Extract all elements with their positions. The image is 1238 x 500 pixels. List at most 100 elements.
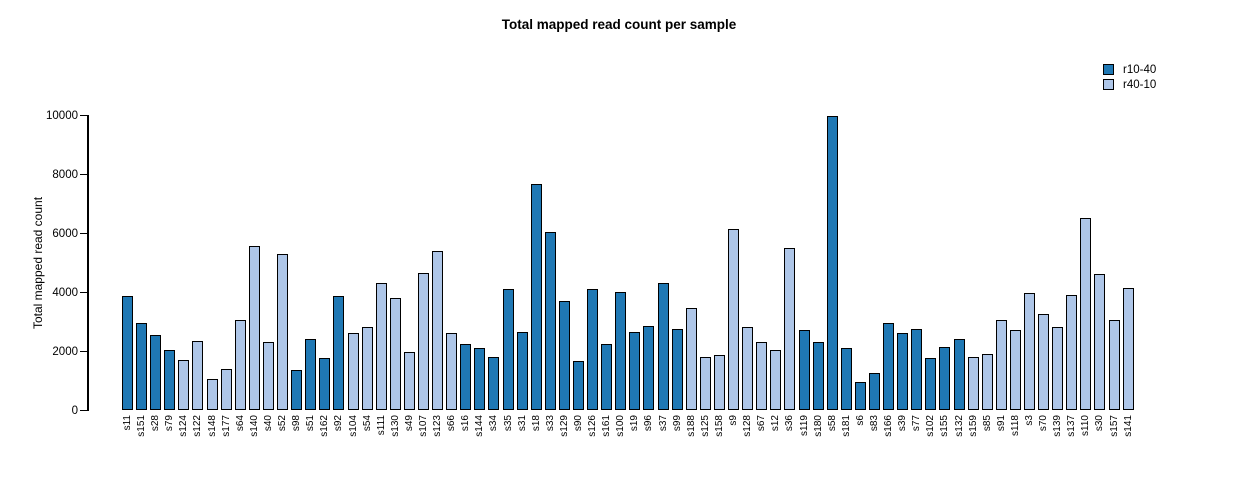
x-tick-label: s102 xyxy=(925,415,937,437)
x-tick-label: s104 xyxy=(347,415,359,437)
legend-label-r40-10: r40-10 xyxy=(1123,78,1157,91)
x-tick-cell: s31 xyxy=(517,415,528,475)
x-tick-cell: s104 xyxy=(348,415,359,475)
x-tick-cell: s155 xyxy=(939,415,950,475)
x-tick-cell: s9 xyxy=(728,415,739,475)
bar-s40 xyxy=(262,342,274,410)
x-tick-label: s151 xyxy=(136,415,148,437)
x-tick-label: s37 xyxy=(657,415,669,432)
bar-s39 xyxy=(897,333,909,410)
x-tick-cell: s28 xyxy=(150,415,161,475)
x-tick-cell: s162 xyxy=(319,415,330,475)
x-tick-cell: s54 xyxy=(362,415,373,475)
x-tick-label: s188 xyxy=(685,415,697,437)
y-tick-label: 6000 xyxy=(52,227,78,240)
x-tick-label: s166 xyxy=(883,415,895,437)
x-tick-label: s91 xyxy=(995,415,1007,432)
x-tick-label: s3 xyxy=(1024,415,1035,426)
x-tick-label: s6 xyxy=(854,415,866,426)
x-tick-label: s158 xyxy=(713,415,725,437)
x-tick-label: s123 xyxy=(432,415,444,437)
x-tick-label: s11 xyxy=(122,415,133,431)
legend-item-r40-10: r40-10 xyxy=(1103,77,1156,92)
bar-s157 xyxy=(1108,320,1120,410)
x-tick-cell: s77 xyxy=(911,415,922,475)
y-axis-line xyxy=(87,115,89,411)
x-tick-cell: s107 xyxy=(418,415,429,475)
x-tick-label: s118 xyxy=(1009,415,1021,436)
x-tick-cell: s58 xyxy=(827,415,838,475)
bar-s16 xyxy=(460,344,472,410)
bar-s158 xyxy=(713,355,725,410)
y-tick-mark xyxy=(80,173,88,176)
bar-s30 xyxy=(1094,274,1106,410)
x-tick-cell: s99 xyxy=(672,415,683,475)
x-tick-label: s100 xyxy=(615,415,627,437)
x-tick-cell: s49 xyxy=(404,415,415,475)
x-tick-cell: s33 xyxy=(545,415,556,475)
x-tick-label: s98 xyxy=(291,415,303,432)
bar-s159 xyxy=(967,357,979,410)
y-tick-label: 10000 xyxy=(46,109,78,122)
x-tick-cell: s148 xyxy=(207,415,218,475)
x-tick-label: s64 xyxy=(234,415,246,432)
x-tick-cell: s181 xyxy=(841,415,852,475)
x-tick-label: s161 xyxy=(601,415,613,437)
x-tick-label: s90 xyxy=(573,415,584,432)
bar-s124 xyxy=(178,360,190,410)
bar-s155 xyxy=(939,347,951,410)
bar-s130 xyxy=(389,298,401,410)
x-tick-label: s162 xyxy=(319,415,331,437)
bars-area xyxy=(122,115,1134,410)
x-tick-label: s139 xyxy=(1052,415,1064,437)
x-tick-cell: s51 xyxy=(305,415,316,475)
x-tick-label: s125 xyxy=(699,415,711,437)
x-axis-labels: s11 s151 s28 s79 s124 s122 s148 s177 s64 s140 s40 s… xyxy=(122,415,1134,475)
x-tick-cell: s37 xyxy=(658,415,669,475)
x-tick-cell: s90 xyxy=(573,415,584,475)
x-tick-cell: s122 xyxy=(192,415,203,475)
x-tick-label: s18 xyxy=(530,415,542,432)
x-tick-label: s110 xyxy=(1080,415,1092,436)
x-tick-cell: s151 xyxy=(136,415,147,475)
bar-s102 xyxy=(925,358,937,410)
y-tick-label: 0 xyxy=(71,404,78,417)
x-tick-label: s126 xyxy=(587,415,599,437)
x-tick-label: s33 xyxy=(544,415,556,432)
bar-s33 xyxy=(544,232,556,410)
x-tick-cell: s111 xyxy=(376,415,387,475)
x-tick-label: s130 xyxy=(389,415,401,437)
bar-s151 xyxy=(136,323,148,410)
x-tick-cell: s92 xyxy=(333,415,344,475)
bar-s49 xyxy=(403,352,415,410)
x-tick-cell: s161 xyxy=(601,415,612,475)
y-tick-mark xyxy=(80,114,88,117)
x-tick-label: s128 xyxy=(742,415,754,437)
x-tick-cell: s83 xyxy=(869,415,880,475)
x-tick-label: s70 xyxy=(1038,415,1050,432)
bar-s100 xyxy=(615,292,627,410)
bar-s140 xyxy=(248,246,260,410)
legend-label-r10-40: r10-40 xyxy=(1123,63,1157,76)
x-tick-label: s107 xyxy=(417,415,429,437)
x-tick-cell: s159 xyxy=(968,415,979,475)
bar-s111 xyxy=(375,283,387,410)
x-tick-cell: s30 xyxy=(1094,415,1105,475)
bar-s139 xyxy=(1052,327,1064,410)
bar-s85 xyxy=(981,354,993,410)
bar-s123 xyxy=(432,251,444,410)
x-tick-cell: s125 xyxy=(700,415,711,475)
y-axis-title: Total mapped read count xyxy=(31,196,45,330)
x-tick-cell: s6 xyxy=(855,415,866,475)
y-tick-mark xyxy=(80,291,88,294)
bar-s70 xyxy=(1038,314,1050,410)
bar-s58 xyxy=(826,116,838,410)
bar-s34 xyxy=(488,357,500,410)
x-tick-label: s31 xyxy=(516,415,528,432)
bar-s19 xyxy=(629,332,641,410)
bar-s64 xyxy=(234,320,246,410)
x-tick-cell: s123 xyxy=(432,415,443,475)
x-tick-label: s148 xyxy=(206,415,218,437)
bar-s128 xyxy=(742,327,754,410)
x-tick-cell: s39 xyxy=(897,415,908,475)
